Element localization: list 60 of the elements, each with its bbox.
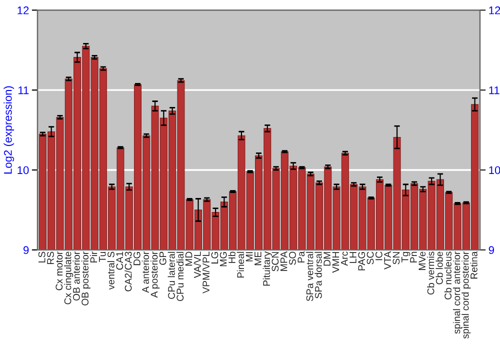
x-tick-label: Cb lobe (436, 252, 443, 284)
x-tick-label: SPa dorsal (314, 252, 322, 298)
x-tick-label: Arc (341, 252, 348, 266)
x-tick-label: ME (254, 252, 262, 266)
x-tick-label: DM (324, 252, 330, 266)
x-tick-label: MD (185, 252, 192, 266)
x-tick-label: SPa ventral (306, 252, 314, 302)
x-tick-label: Tg (402, 252, 410, 262)
x-tick-label: SC (366, 252, 374, 264)
x-tick-label: OB anterior (72, 251, 80, 301)
x-tick-label: A anterior (142, 251, 150, 293)
y2-tick-label: 9 (488, 246, 494, 254)
x-tick-label: VMH (332, 252, 340, 273)
x-tick-label: Pn (410, 252, 417, 262)
x-tick-label: Pa (298, 251, 305, 262)
x-tick-label: RS (47, 252, 54, 264)
x-tick-label: IC (375, 252, 382, 260)
x-tick-label: SCN (272, 252, 279, 272)
x-tick-label: spinal cord posterior (462, 251, 471, 339)
x-tick-label: CA2/CA3 (124, 252, 132, 292)
x-tick-label: SO (289, 252, 296, 265)
x-tick-label: Pineal (236, 252, 244, 278)
x-tick-label: Cb nucleus (444, 252, 452, 300)
x-tick-label: SN (392, 252, 400, 264)
x-tick-label: DG (133, 252, 140, 266)
x-tick-label: Pituitary (262, 251, 272, 286)
x-tick-label: ventral S (107, 252, 114, 290)
y-tick-label: 12 (18, 6, 29, 14)
y-tick-label: 9 (24, 246, 29, 254)
x-tick-label: Hb (228, 252, 236, 263)
x-tick-label: LH (350, 252, 356, 263)
x-tick-label: Cx motor (56, 251, 63, 290)
x-tick-label: MG (220, 252, 227, 266)
x-tick-label: Pir (90, 251, 98, 262)
x-tick-label: VPM/VPL (202, 252, 210, 294)
x-tick-label: Cx cingulate (64, 252, 74, 304)
x-tick-label: MVe (418, 252, 426, 270)
x-tick-label: CA1 (116, 252, 124, 270)
x-tick-label: A posterior (150, 251, 160, 298)
x-tick-label: CPu medial (176, 252, 184, 302)
x-tick-label: spinal cord anterior (453, 251, 462, 334)
x-tick-label: MPA (280, 251, 288, 271)
x-tick-label: Retina (470, 251, 478, 279)
x-tick-label: CPu lateral (168, 252, 175, 299)
x-tick-label: OB posterior (81, 251, 90, 306)
x-tick-label: GP (159, 252, 166, 265)
x-tick-label: PAG (358, 252, 366, 270)
x-tick-label: LS (38, 252, 46, 262)
x-tick-label: VTA (384, 251, 391, 270)
x-tick-label: VA/VL (194, 252, 201, 278)
y2-tick-label: 10 (489, 166, 500, 174)
y-tick-label: 10 (18, 166, 29, 174)
y2-tick-label: 12 (489, 6, 500, 14)
x-tick-label: Tu (99, 252, 106, 262)
x-tick-label: Cb vermis (427, 252, 434, 295)
y-axis-title: Log2 (expression) (4, 86, 14, 174)
x-tick-label: LG (211, 252, 218, 264)
y-tick-label: 11 (18, 86, 29, 94)
y2-tick-label: 11 (489, 86, 500, 94)
x-tick-label: MI (246, 252, 253, 262)
